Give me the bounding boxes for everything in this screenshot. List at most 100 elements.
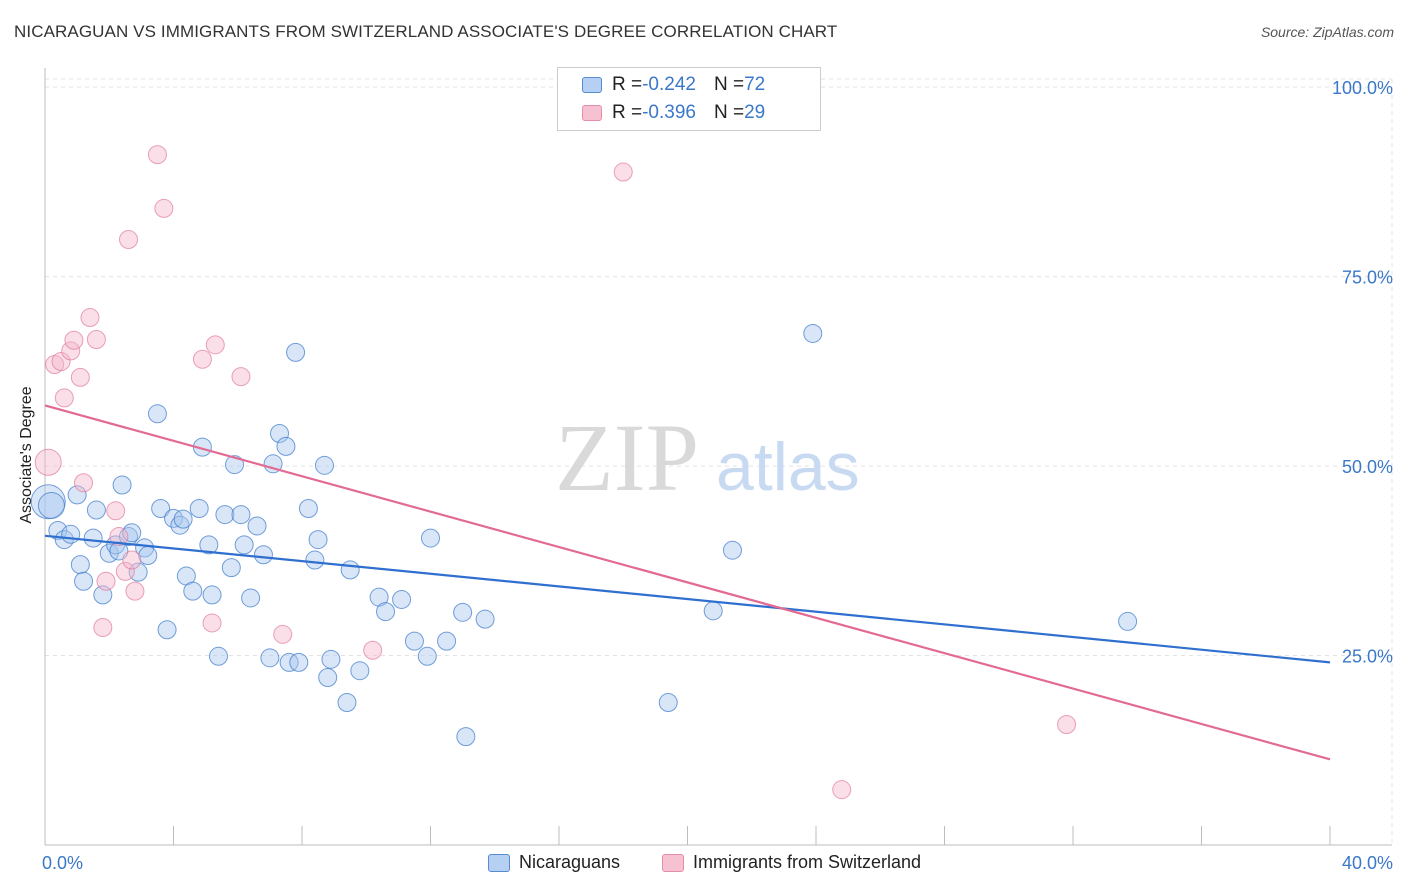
switzerland-point [64,330,84,350]
y-tick-label: 25.0% [1342,647,1393,667]
nicaraguan-point [122,523,142,543]
switzerland-point [613,162,633,182]
switzerland-point [154,198,174,218]
switzerland-point [125,581,145,601]
nicaraguan-point [225,455,245,475]
legend-label-nicaraguans: Nicaraguans [519,852,621,872]
nicaraguan-point [109,541,129,561]
legend-item-nicaraguans: Nicaraguans [488,852,620,873]
nicaraguan-point [337,693,357,713]
nicaraguan-point [456,727,476,747]
nicaraguan-point [86,500,106,520]
switzerland-point [205,335,225,355]
watermark: ZIP atlas [555,404,860,511]
switzerland-point [192,349,212,369]
stats-legend: R = -0.242 N = 72 R = -0.396 N = 29 [557,67,821,131]
nicaraguan-point [437,631,457,651]
nicaraguan-point [453,602,473,622]
switzerland-point [80,308,100,328]
switzerland-point [147,145,167,165]
nicaraguan-point [241,588,261,608]
nicaraguan-point [263,454,283,474]
nicaraguan-point [318,668,338,688]
switzerland-point [115,561,135,581]
legend-swatch-switzerland [662,853,684,872]
switzerland-point [93,617,113,637]
r-label: R = [612,102,643,123]
nicaraguan-point [112,475,132,495]
y-tick-label: 50.0% [1342,457,1393,477]
stats-legend-row-switzerland: R = -0.396 N = 29 [582,101,765,125]
watermark-atlas: atlas [716,429,860,505]
source-label: Source: ZipAtlas.com [1260,24,1394,40]
nicaraguan-point [157,620,177,640]
nicaraguan-point [221,558,241,578]
switzerland-point [34,448,62,476]
n-value: 29 [744,102,766,123]
nicaraguan-point [170,515,190,535]
r-value: -0.396 [642,102,696,123]
nicaraguan-point [340,560,360,580]
nicaraguan-point [67,485,87,505]
nicaraguan-point [173,509,193,529]
axes [44,68,1392,846]
nicaraguan-point [289,652,309,672]
legend-swatch-switzerland [582,105,602,121]
switzerland-point [54,388,74,408]
nicaraguan-point [135,538,155,558]
n-label: N = [713,102,745,123]
nicaraguan-point [247,516,267,536]
nicaraguan-point [421,528,440,548]
switzerland-point [74,473,94,493]
nicaraguan-point [151,499,171,519]
x-tick-label: 0.0% [42,853,83,873]
switzerland-point [231,367,251,387]
nicaraguan-point [199,535,219,555]
nicaraguan-point [70,555,90,575]
nicaraguan-trend-line [44,534,1331,664]
r-label: R = [612,74,643,95]
nicaraguan-point [404,631,424,651]
switzerland-point [106,501,126,521]
switzerland-point [273,624,293,644]
switzerland-point [363,640,383,660]
nicaraguan-point [276,436,296,456]
nicaraguan-point [703,601,723,621]
n-label: N = [713,74,745,95]
r-value: -0.242 [642,74,696,95]
switzerland-point [832,780,852,800]
nicaraguan-point [350,661,370,681]
switzerland-point [109,527,129,547]
nicaraguan-point [260,648,280,668]
nicaraguan-point [314,455,334,475]
nicaraguan-point [147,404,167,424]
switzerland-point [122,550,142,570]
nicaraguan-point [37,491,65,519]
switzerland-point [61,341,81,361]
chart-title: NICARAGUAN VS IMMIGRANTS FROM SWITZERLAN… [14,22,838,41]
nicaraguan-point [298,499,318,519]
nicaraguan-point [253,545,273,565]
switzerland-point [51,351,71,371]
nicaraguan-point [803,323,823,343]
nicaraguan-point [234,535,254,555]
nicaraguan-point [61,524,81,544]
nicaraguan-point [321,649,341,669]
nicaraguan-point [308,530,328,550]
switzerland-point [70,367,90,387]
x-tick-labels: 0.0% 40.0% [42,853,1393,873]
nicaraguan-point [215,505,235,525]
nicaraguan-point [138,546,158,566]
switzerland-trend-line [44,404,1331,761]
nicaraguan-point [83,528,103,548]
nicaraguan-point [119,527,139,547]
nicaraguan-point [658,693,678,713]
nicaraguan-point [189,499,209,519]
legend-label-switzerland: Immigrants from Switzerland [693,852,922,872]
data-points [30,145,1138,800]
nicaraguan-point [475,609,495,629]
legend-swatch-nicaraguans [582,77,602,93]
nicaraguan-point [376,602,396,622]
nicaraguan-point [74,571,94,591]
nicaraguan-point [208,646,228,666]
